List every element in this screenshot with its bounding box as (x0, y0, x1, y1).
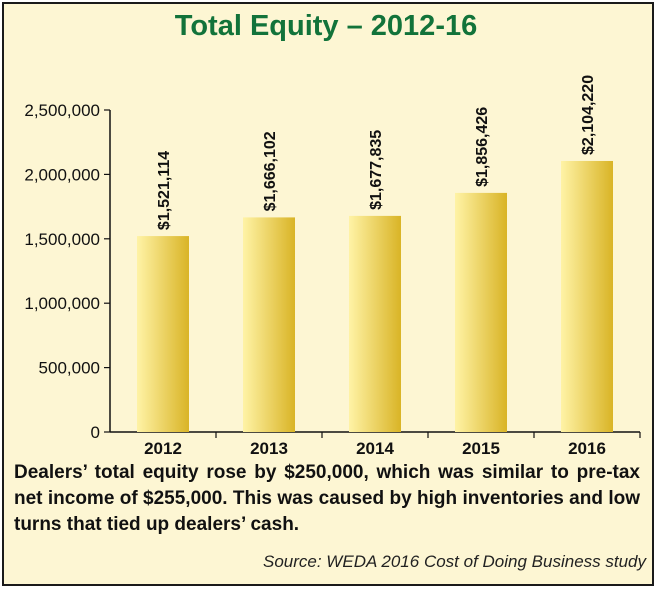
bar (455, 192, 507, 432)
y-tick-label: 0 (91, 423, 100, 442)
data-label: $1,677,835 (368, 130, 385, 210)
bar (137, 236, 189, 432)
source-note: Source: WEDA 2016 Cost of Doing Business… (263, 552, 646, 571)
x-tick-label: 2012 (144, 439, 182, 458)
chart-axes: 0 500,000 1,000,000 1,500,000 2,000,000 2,500… (24, 101, 641, 458)
chart-caption: Dealers’ total equity rose by $250,000, … (14, 462, 640, 535)
x-tick-label: 2014 (356, 439, 394, 458)
data-label: $1,666,102 (262, 131, 279, 211)
data-label: $1,856,426 (474, 107, 491, 187)
y-tick-label: 500,000 (39, 359, 100, 378)
bar-chart: 0 500,000 1,000,000 1,500,000 2,000,000 2,500… (24, 75, 641, 458)
chart-title: Total Equity – 2012-16 (174, 10, 478, 42)
data-label: $1,521,114 (156, 151, 173, 230)
bar (243, 217, 295, 432)
chart-bars (137, 160, 613, 432)
x-tick-label: 2015 (462, 439, 500, 458)
y-tick-label: 1,500,000 (24, 230, 100, 249)
bar (349, 215, 401, 432)
chart-data-labels: $1,521,114 $1,666,102 $1,677,835 $1,856,426… (156, 75, 597, 230)
x-tick-label: 2013 (250, 439, 288, 458)
bar (561, 160, 613, 432)
data-label: $2,104,220 (580, 75, 597, 155)
y-tick-label: 1,000,000 (24, 294, 100, 313)
y-tick-label: 2,500,000 (24, 101, 100, 120)
y-tick-label: 2,000,000 (24, 165, 100, 184)
x-tick-label: 2016 (568, 439, 606, 458)
